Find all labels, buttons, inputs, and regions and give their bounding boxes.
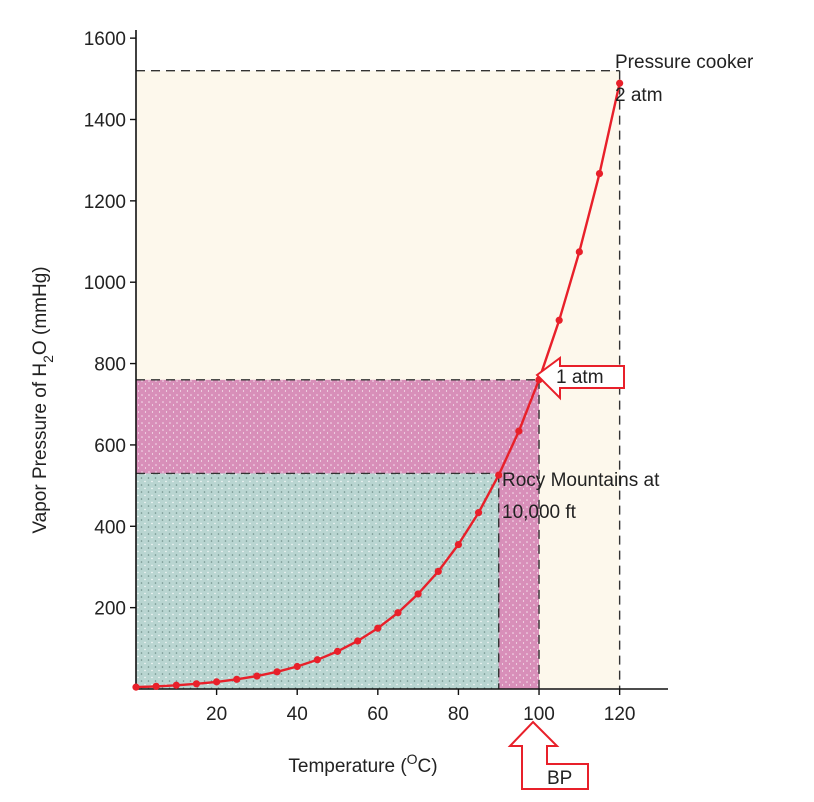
one-atm-label: 1 atm (556, 367, 604, 388)
ylabel-sub: 2 (40, 355, 56, 363)
y-axis-label: Vapor Pressure of H2O (mmHg) (30, 266, 56, 533)
data-point-5 (152, 682, 160, 690)
data-point-75 (434, 567, 442, 575)
data-point-95 (515, 427, 523, 435)
y-tick-label-800: 800 (94, 355, 126, 376)
ticks: 200 400 600 800 1000 1200 1400 1600 20 40 60 80 100 1… (84, 29, 636, 725)
data-point-15 (192, 680, 201, 688)
data-point-25 (233, 675, 241, 683)
annotation-one-atm: 1 atm (535, 356, 625, 401)
data-point-50 (333, 647, 342, 655)
annotation-bp: BP (507, 720, 589, 790)
data-point-10 (172, 681, 180, 689)
data-point-40 (293, 662, 301, 671)
bp-arrow (507, 720, 589, 790)
svg-text:Vapor Pressure of H2O (mmHg): Vapor Pressure of H2O (mmHg) (30, 266, 56, 533)
xlabel-end: C) (418, 756, 438, 777)
bp-label: BP (547, 768, 572, 789)
x-tick-label-60: 60 (367, 704, 388, 725)
annotation-pressure-cooker: Pressure cooker 2 atm (615, 52, 754, 106)
y-tick-label-600: 600 (94, 436, 126, 457)
data-point-70 (414, 590, 422, 598)
y-tick-label-1000: 1000 (84, 273, 126, 294)
ylabel-pre: Vapor Pressure of H (30, 363, 51, 534)
pressure-cooker-label: Pressure cooker (615, 52, 754, 73)
x-tick-label-120: 120 (604, 704, 636, 725)
x-tick-label-100: 100 (523, 704, 555, 725)
rocky-region (136, 473, 499, 689)
rocky-sublabel: 10,000 ft (502, 502, 577, 523)
data-point-110 (575, 248, 583, 256)
data-point-0 (132, 683, 140, 691)
xlabel-sup: O (407, 751, 418, 767)
data-point-115 (595, 169, 604, 178)
xlabel-start: Temperature ( (288, 756, 407, 777)
data-point-120 (616, 79, 624, 87)
y-tick-label-200: 200 (94, 599, 126, 620)
axes (135, 30, 668, 690)
guide-lines (136, 69, 621, 689)
y-tick-label-1600: 1600 (84, 29, 126, 50)
x-tick-label-20: 20 (206, 704, 227, 725)
x-tick-label-80: 80 (448, 704, 469, 725)
y-tick-label-400: 400 (94, 517, 126, 538)
data-point-30 (253, 672, 261, 680)
data-point-20 (213, 678, 221, 686)
data-point-65 (394, 609, 402, 617)
data-point-35 (273, 668, 281, 676)
annotation-rocky-mountains: Rocy Mountains at 10,000 ft (502, 470, 660, 523)
x-axis-label: Temperature (OC) (288, 751, 437, 777)
data-point-80 (454, 540, 463, 549)
data-point-90 (495, 471, 503, 479)
rocky-label: Rocy Mountains at (502, 470, 660, 491)
y-tick-label-1400: 1400 (84, 110, 126, 131)
ylabel-post: O (mmHg) (30, 266, 51, 355)
series-group (132, 79, 624, 691)
data-point-85 (474, 509, 483, 517)
data-point-105 (555, 316, 563, 324)
pressure-cooker-sublabel: 2 atm (615, 85, 663, 106)
data-point-60 (374, 624, 382, 632)
x-tick-label-40: 40 (287, 704, 308, 725)
data-point-45 (313, 656, 321, 664)
one-atm-arrow (535, 356, 625, 401)
data-point-55 (354, 637, 362, 645)
y-tick-label-1200: 1200 (84, 192, 126, 213)
